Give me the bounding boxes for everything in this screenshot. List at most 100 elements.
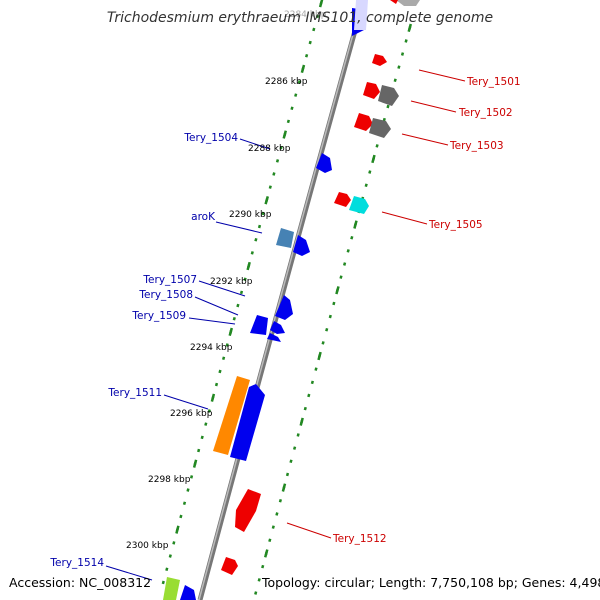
gene-shape-tery-1502-b[interactable] [378, 85, 399, 106]
ring-dot [214, 382, 219, 387]
ring-dot [168, 554, 172, 558]
ring-dot [204, 422, 208, 426]
gene-shape-tery-1511-blue[interactable] [230, 384, 265, 461]
ring-dot [393, 78, 397, 83]
ring-dot [368, 170, 372, 174]
ring-dot [236, 303, 240, 308]
gene-label-tery-1514[interactable]: Tery_1514 [49, 557, 104, 569]
gene-label-tery-1505[interactable]: Tery_1505 [428, 219, 483, 231]
ring-dot [303, 406, 307, 411]
ring-dot [254, 237, 258, 242]
scale-label: 2286 kbp [265, 77, 308, 87]
ring-dot [312, 27, 316, 32]
ring-dot [197, 448, 201, 453]
gene-shape-tery-1501[interactable] [372, 54, 387, 66]
scale-labels: 2284 kbp 2286 kbp 2288 kbp 2290 kbp 2292… [126, 10, 327, 551]
gene-shape-tery-1506[interactable] [293, 235, 310, 256]
ring-dot [308, 40, 312, 45]
gene-label-tery-1509[interactable]: Tery_1509 [131, 310, 186, 322]
scale-label: 2288 kbp [248, 144, 291, 154]
scale-tick [281, 483, 287, 492]
ring-dot [294, 93, 298, 97]
gene-label-tery-1511[interactable]: Tery_1511 [107, 387, 162, 399]
gene-label-tery-1501[interactable]: Tery_1501 [466, 76, 521, 88]
gene-shape-tery-1508[interactable] [250, 315, 268, 335]
scale-label: 2292 kbp [210, 277, 253, 287]
gene-shape-top-grey[interactable] [396, 0, 420, 6]
scale-label: 2294 kbp [190, 343, 233, 353]
ring-dot [275, 159, 280, 163]
gene-shape-tery-1505-b[interactable] [349, 196, 369, 214]
map-title: Trichodesmium erythraeum IMS101, complet… [107, 10, 493, 26]
genome-backbone-highlight [198, 1, 363, 600]
scale-tick [263, 549, 269, 558]
ring-dot [297, 80, 301, 84]
gene-shape-tery-1509-a[interactable] [270, 321, 285, 334]
gene-shape-tery-1505-a[interactable] [334, 192, 351, 207]
ring-dot [315, 14, 320, 19]
genome-backbone [197, 1, 366, 600]
gene-shape-tery-1504[interactable] [316, 153, 332, 173]
ring-dot [350, 235, 354, 240]
gene-label-tery-1504[interactable]: Tery_1504 [183, 132, 238, 144]
gene-shape-tery-1507[interactable] [275, 295, 293, 320]
ring-dot [290, 106, 294, 111]
gene-shape-tery-1502-a[interactable] [363, 82, 380, 99]
ring-dot [272, 172, 276, 176]
scale-ticks [175, 0, 413, 558]
gene-shape-tery-1511-orange[interactable] [213, 376, 250, 455]
ring-dot [342, 262, 347, 266]
ring-dot [325, 327, 329, 332]
gene-label-arok[interactable]: aroK [191, 211, 216, 223]
gene-shape-tery-1514-blue[interactable] [180, 585, 196, 600]
gene-shape-tery-1509-b[interactable] [267, 333, 281, 342]
ring-dot [172, 541, 176, 545]
ring-dot [285, 472, 290, 477]
ring-dot [304, 53, 309, 58]
ring-dot [189, 475, 194, 479]
gene-shape-tery-1503-b[interactable] [369, 118, 391, 138]
gene-shape-arok[interactable] [276, 228, 294, 248]
ring-dot [182, 501, 187, 506]
ring-dot [400, 52, 405, 56]
ring-dot [346, 249, 350, 253]
ring-dot [289, 459, 293, 464]
scale-tick [246, 261, 251, 271]
ring-dot [279, 145, 283, 150]
scale-tick [353, 220, 358, 229]
scale-label: 2300 kbp [126, 541, 169, 551]
ring-dot [271, 525, 275, 529]
ring-dot [257, 578, 261, 582]
gene-label-tery-1512[interactable]: Tery_1512 [332, 533, 387, 545]
gene-shape-tery-1514-lime[interactable] [163, 577, 180, 600]
gene-shape-top-lavender[interactable] [354, 0, 368, 30]
leader-lines [105, 69, 466, 581]
ring-dot [200, 435, 204, 440]
gene-shape-tery-1503-a[interactable] [354, 113, 373, 131]
gene-label-tery-1503[interactable]: Tery_1503 [449, 140, 504, 152]
ring-dot [375, 144, 379, 148]
gene-label-tery-1507[interactable]: Tery_1507 [142, 274, 197, 286]
ring-dot [243, 277, 247, 282]
gene-shape-tery-1512[interactable] [235, 489, 261, 532]
ring-dot [286, 119, 291, 124]
scale-label: 2290 kbp [229, 210, 272, 220]
ring-dot [268, 185, 272, 189]
ring-dot [179, 514, 183, 519]
forward-genes [221, 0, 420, 575]
ring-dot [397, 65, 401, 69]
scale-label: 2284 kbp [284, 10, 327, 20]
gene-label-tery-1508[interactable]: Tery_1508 [138, 289, 193, 301]
scale-tick [299, 417, 304, 426]
gene-shape-top-red[interactable] [390, 0, 398, 4]
scale-tick [371, 154, 376, 164]
scale-label: 2298 kbp [148, 475, 191, 485]
scale-label: 2296 kbp [170, 409, 213, 419]
ring-dot [225, 343, 229, 347]
ring-dot [314, 367, 318, 371]
ring-dot [268, 538, 272, 543]
forward-gene-labels: Tery_1501 Tery_1502 Tery_1503 Tery_1505 … [332, 76, 521, 545]
gene-shape-small-red[interactable] [221, 557, 238, 575]
gene-label-tery-1502[interactable]: Tery_1502 [458, 107, 513, 119]
